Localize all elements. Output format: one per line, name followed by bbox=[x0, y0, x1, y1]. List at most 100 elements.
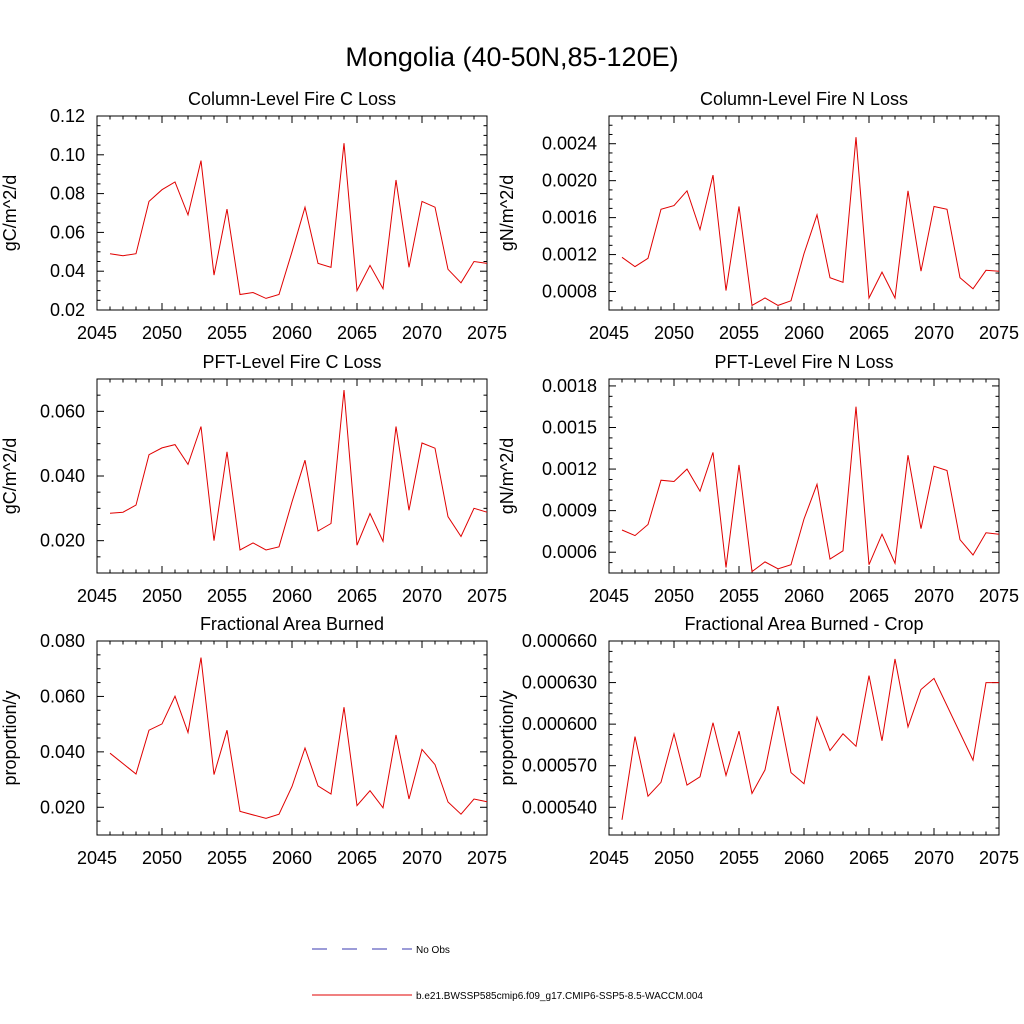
y-tick-label: 0.060 bbox=[40, 401, 85, 421]
x-tick-label: 2050 bbox=[142, 848, 182, 868]
y-tick-label: 0.0012 bbox=[542, 245, 597, 265]
x-tick-label: 2065 bbox=[337, 323, 377, 343]
panel-title: Column-Level Fire C Loss bbox=[188, 89, 396, 109]
panel-title: Fractional Area Burned bbox=[200, 614, 384, 634]
x-tick-label: 2070 bbox=[914, 323, 954, 343]
x-tick-label: 2060 bbox=[784, 586, 824, 606]
y-tick-label: 0.000600 bbox=[522, 714, 597, 734]
x-tick-label: 2060 bbox=[272, 848, 312, 868]
legend-model-label: b.e21.BWSSP585cmip6.f09_g17.CMIP6-SSP5-8… bbox=[416, 991, 703, 1002]
y-tick-label: 0.02 bbox=[50, 300, 85, 320]
x-tick-label: 2070 bbox=[914, 586, 954, 606]
y-tick-label: 0.040 bbox=[40, 742, 85, 762]
plot-frame bbox=[96, 378, 488, 574]
y-tick-label: 0.0008 bbox=[542, 282, 597, 302]
y-tick-label: 0.04 bbox=[50, 261, 85, 281]
panel-pft-fire-n: PFT-Level Fire N Loss 2045 2050 2055 2060 206… bbox=[497, 352, 1019, 606]
x-tick-label: 2045 bbox=[77, 586, 117, 606]
y-tick-label: 0.0024 bbox=[542, 134, 597, 154]
x-tick-label: 2055 bbox=[719, 323, 759, 343]
x-tick-label: 2075 bbox=[979, 848, 1019, 868]
plot-frame bbox=[96, 640, 488, 836]
plot-frame bbox=[608, 115, 1000, 311]
y-tick-label: 0.0020 bbox=[542, 171, 597, 191]
figure-title: Mongolia (40-50N,85-120E) bbox=[345, 42, 678, 72]
x-tick-label: 2075 bbox=[979, 586, 1019, 606]
y-tick-label: 0.040 bbox=[40, 466, 85, 486]
x-tick-label: 2055 bbox=[719, 586, 759, 606]
x-tick-label: 2065 bbox=[337, 586, 377, 606]
y-tick-label: 0.060 bbox=[40, 686, 85, 706]
x-tick-label: 2055 bbox=[207, 323, 247, 343]
x-tick-label: 2075 bbox=[467, 323, 507, 343]
panel-col-fire-n: Column-Level Fire N Loss 2045 2050 2055 2060… bbox=[497, 89, 1019, 343]
x-tick-label: 2060 bbox=[272, 323, 312, 343]
plot-frame bbox=[608, 378, 1000, 574]
panel-title: PFT-Level Fire N Loss bbox=[714, 352, 893, 372]
y-axis-label: gC/m^2/d bbox=[0, 438, 20, 514]
y-tick-label: 0.08 bbox=[50, 184, 85, 204]
x-tick-label: 2070 bbox=[914, 848, 954, 868]
panel-title: Column-Level Fire N Loss bbox=[700, 89, 908, 109]
x-tick-label: 2065 bbox=[849, 586, 889, 606]
y-axis-label: proportion/y bbox=[0, 690, 20, 785]
y-axis-label: proportion/y bbox=[497, 690, 517, 785]
x-tick-label: 2045 bbox=[589, 586, 629, 606]
plot-frame bbox=[608, 640, 1000, 836]
y-tick-label: 0.10 bbox=[50, 145, 85, 165]
y-tick-label: 0.020 bbox=[40, 531, 85, 551]
y-tick-label: 0.020 bbox=[40, 797, 85, 817]
y-tick-label: 0.0009 bbox=[542, 501, 597, 521]
panel-grid: Column-Level Fire C Loss 2045 2050 2055 2060… bbox=[0, 89, 1019, 868]
legend-obs-label: No Obs bbox=[416, 945, 450, 956]
panel-area-burned: Fractional Area Burned 2045 2050 2055 2060 20… bbox=[0, 614, 507, 868]
x-tick-label: 2050 bbox=[654, 848, 694, 868]
series-line bbox=[109, 143, 488, 299]
x-tick-label: 2045 bbox=[589, 323, 629, 343]
panel-title: PFT-Level Fire C Loss bbox=[202, 352, 381, 372]
y-axis-label: gN/m^2/d bbox=[497, 438, 517, 514]
x-tick-label: 2050 bbox=[142, 323, 182, 343]
x-tick-label: 2045 bbox=[77, 323, 117, 343]
panel-area-burned-crop: Fractional Area Burned - Crop 2045 2050 205… bbox=[497, 614, 1019, 868]
series-line bbox=[621, 658, 999, 820]
panel-pft-fire-c: PFT-Level Fire C Loss 2045 2050 2055 2060 206… bbox=[0, 352, 507, 606]
x-tick-label: 2075 bbox=[467, 586, 507, 606]
x-tick-label: 2045 bbox=[589, 848, 629, 868]
series-line bbox=[621, 406, 1000, 573]
y-tick-label: 0.000570 bbox=[522, 756, 597, 776]
series-line bbox=[621, 137, 1000, 307]
x-tick-label: 2070 bbox=[402, 586, 442, 606]
x-tick-label: 2055 bbox=[207, 586, 247, 606]
x-tick-label: 2070 bbox=[402, 848, 442, 868]
x-tick-label: 2055 bbox=[207, 848, 247, 868]
series-line bbox=[109, 389, 488, 551]
series-line bbox=[109, 657, 488, 819]
x-tick-label: 2070 bbox=[402, 323, 442, 343]
y-tick-label: 0.000630 bbox=[522, 673, 597, 693]
x-tick-label: 2065 bbox=[849, 323, 889, 343]
x-tick-label: 2065 bbox=[337, 848, 377, 868]
panel-col-fire-c: Column-Level Fire C Loss 2045 2050 2055 2060… bbox=[0, 89, 507, 343]
y-tick-label: 0.06 bbox=[50, 222, 85, 242]
x-tick-label: 2060 bbox=[784, 323, 824, 343]
y-tick-label: 0.0018 bbox=[542, 376, 597, 396]
x-tick-label: 2050 bbox=[142, 586, 182, 606]
y-axis-label: gC/m^2/d bbox=[0, 175, 20, 251]
legend: No Obs b.e21.BWSSP585cmip6.f09_g17.CMIP6… bbox=[312, 945, 703, 1002]
y-tick-label: 0.0012 bbox=[542, 459, 597, 479]
x-tick-label: 2045 bbox=[77, 848, 117, 868]
x-tick-label: 2075 bbox=[467, 848, 507, 868]
x-tick-label: 2055 bbox=[719, 848, 759, 868]
y-tick-label: 0.0016 bbox=[542, 208, 597, 228]
y-tick-label: 0.000660 bbox=[522, 631, 597, 651]
y-tick-label: 0.0015 bbox=[542, 418, 597, 438]
x-tick-label: 2050 bbox=[654, 586, 694, 606]
y-tick-label: 0.0006 bbox=[542, 542, 597, 562]
x-tick-label: 2060 bbox=[272, 586, 312, 606]
x-tick-label: 2075 bbox=[979, 323, 1019, 343]
x-tick-label: 2065 bbox=[849, 848, 889, 868]
y-axis-label: gN/m^2/d bbox=[497, 175, 517, 251]
plot-frame bbox=[96, 115, 488, 311]
